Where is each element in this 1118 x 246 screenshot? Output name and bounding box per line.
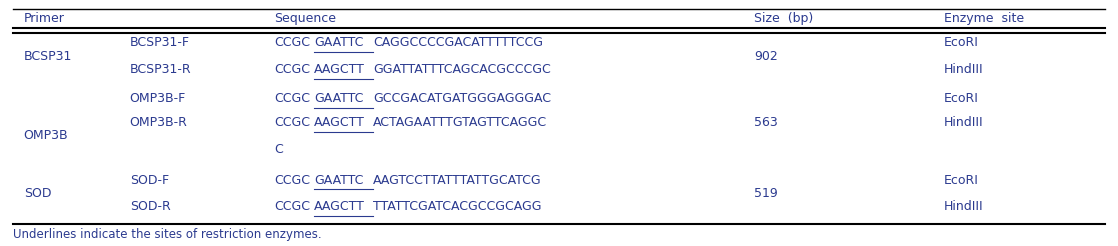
Text: AAGCTT: AAGCTT — [314, 63, 364, 76]
Text: 563: 563 — [755, 117, 778, 129]
Text: SOD: SOD — [23, 187, 51, 200]
Text: EcoRI: EcoRI — [944, 174, 978, 187]
Text: CCGC: CCGC — [275, 117, 311, 129]
Text: Size  (bp): Size (bp) — [755, 12, 814, 25]
Text: CCGC: CCGC — [275, 174, 311, 187]
Text: AAGTCCTTATTTATTGCATCG: AAGTCCTTATTTATTGCATCG — [372, 174, 541, 187]
Text: Underlines indicate the sites of restriction enzymes.: Underlines indicate the sites of restric… — [12, 228, 321, 241]
Text: GAATTC: GAATTC — [314, 92, 363, 105]
Text: HindIII: HindIII — [944, 63, 984, 76]
Text: AAGCTT: AAGCTT — [314, 117, 364, 129]
Text: OMP3B: OMP3B — [23, 129, 68, 142]
Text: Enzyme  site: Enzyme site — [944, 12, 1024, 25]
Text: EcoRI: EcoRI — [944, 36, 978, 49]
Text: BCSP31-F: BCSP31-F — [130, 36, 190, 49]
Text: 902: 902 — [755, 50, 778, 63]
Text: ACTAGAATTTGTAGTTCAGGC: ACTAGAATTTGTAGTTCAGGC — [372, 117, 547, 129]
Text: OMP3B-R: OMP3B-R — [130, 117, 188, 129]
Text: CCGC: CCGC — [275, 92, 311, 105]
Text: TTATTCGATCACGCCGCAGG: TTATTCGATCACGCCGCAGG — [372, 200, 541, 214]
Text: Sequence: Sequence — [275, 12, 337, 25]
Text: CCGC: CCGC — [275, 200, 311, 214]
Text: GAATTC: GAATTC — [314, 174, 363, 187]
Text: HindIII: HindIII — [944, 200, 984, 214]
Text: Primer: Primer — [23, 12, 65, 25]
Text: CCGC: CCGC — [275, 63, 311, 76]
Text: BCSP31: BCSP31 — [23, 50, 72, 63]
Text: C: C — [275, 143, 283, 156]
Text: SOD-F: SOD-F — [130, 174, 169, 187]
Text: 519: 519 — [755, 187, 778, 200]
Text: GAATTC: GAATTC — [314, 36, 363, 49]
Text: GGATTATTTCAGCACGCCCGC: GGATTATTTCAGCACGCCCGC — [372, 63, 550, 76]
Text: CCGC: CCGC — [275, 36, 311, 49]
Text: EcoRI: EcoRI — [944, 92, 978, 105]
Text: HindIII: HindIII — [944, 117, 984, 129]
Text: SOD-R: SOD-R — [130, 200, 170, 214]
Text: OMP3B-F: OMP3B-F — [130, 92, 186, 105]
Text: BCSP31-R: BCSP31-R — [130, 63, 191, 76]
Text: GCCGACATGATGGGAGGGAC: GCCGACATGATGGGAGGGAC — [372, 92, 551, 105]
Text: AAGCTT: AAGCTT — [314, 200, 364, 214]
Text: CAGGCCCCGACATTTTTCCG: CAGGCCCCGACATTTTTCCG — [372, 36, 542, 49]
